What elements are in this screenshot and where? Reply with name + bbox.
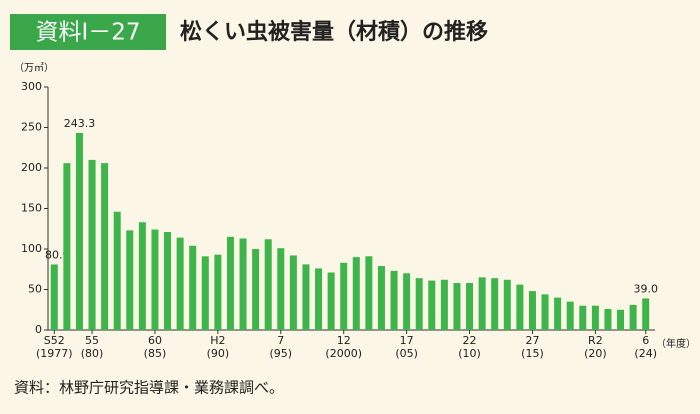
x-tick-label: R2 [588, 334, 603, 347]
bar [491, 278, 499, 330]
bar [226, 236, 234, 330]
x-tick-sublabel: (80) [81, 347, 104, 360]
bar [340, 262, 348, 330]
y-tick-label: 200 [21, 161, 42, 174]
bar [151, 229, 159, 330]
bar [277, 248, 285, 330]
y-tick-label: 0 [35, 323, 42, 336]
x-tick-sublabel: (1977) [36, 347, 73, 360]
bar [138, 222, 146, 330]
label-box [10, 14, 166, 50]
bar [579, 305, 587, 330]
x-tick-sublabel: (05) [395, 347, 418, 360]
bar [239, 238, 247, 330]
x-tick-sublabel: (90) [207, 347, 230, 360]
source: 資料：林野庁研究指導課・業務課調べ。 [14, 379, 284, 397]
x-tick-sublabel: (2000) [325, 347, 362, 360]
bar [528, 291, 536, 330]
x-unit: （年度） [656, 337, 696, 350]
y-tick-label: 150 [21, 202, 42, 215]
y-tick-label: 250 [21, 121, 42, 134]
bar [88, 159, 96, 330]
x-tick-label: 12 [337, 334, 351, 347]
value-label: 243.3 [64, 117, 96, 130]
y-tick-label: 100 [21, 242, 42, 255]
bar [252, 249, 260, 330]
x-tick-label: H2 [210, 334, 225, 347]
bar [63, 163, 71, 330]
bar [176, 237, 184, 330]
x-tick-sublabel: (24) [634, 347, 657, 360]
bar [566, 301, 574, 330]
y-tick-label: 50 [28, 283, 42, 296]
bar [415, 278, 423, 330]
x-tick-label: 60 [148, 334, 162, 347]
bar [164, 231, 172, 330]
bar [75, 132, 83, 330]
bar [541, 294, 549, 330]
bar [201, 256, 209, 330]
x-tick-label: S52 [44, 334, 65, 347]
bar [377, 266, 385, 330]
figure-label: 資料Ⅰ－27 [35, 20, 140, 46]
x-tick-sublabel: (15) [521, 347, 544, 360]
bar [466, 283, 474, 330]
bar [302, 264, 310, 330]
x-tick-label: 55 [85, 334, 99, 347]
bar [478, 277, 486, 330]
bar [403, 273, 411, 330]
x-tick-sublabel: (85) [144, 347, 167, 360]
bar [113, 211, 121, 330]
x-tick-sublabel: (95) [269, 347, 292, 360]
bar [604, 308, 612, 330]
bar [591, 305, 599, 330]
bar [101, 163, 109, 330]
chart-title: 松くい虫被害量（材積）の推移 [180, 19, 488, 45]
bar [642, 298, 650, 330]
bar [327, 272, 335, 330]
bar [617, 309, 625, 330]
bar [453, 283, 461, 330]
bar [390, 270, 398, 330]
bar [365, 256, 373, 330]
bar [503, 279, 511, 330]
x-tick-label: 17 [400, 334, 414, 347]
bar [264, 239, 272, 330]
bar [50, 264, 58, 330]
bar [315, 268, 323, 330]
x-tick-label: 22 [463, 334, 477, 347]
bar [189, 245, 197, 330]
bar [428, 280, 436, 330]
bar [214, 254, 222, 330]
x-tick-label: 6 [642, 334, 649, 347]
bar [352, 257, 360, 330]
bar [289, 255, 297, 330]
x-tick-sublabel: (20) [584, 347, 607, 360]
bar [554, 297, 562, 330]
x-tick-label: 27 [525, 334, 539, 347]
bar [440, 279, 448, 330]
value-label: 39.0 [633, 282, 658, 295]
bar [629, 304, 637, 330]
x-tick-label: 7 [277, 334, 284, 347]
bar [516, 284, 524, 330]
bar [126, 230, 134, 330]
x-tick-sublabel: (10) [458, 347, 481, 360]
y-tick-label: 300 [21, 80, 42, 93]
y-unit: （万㎥） [14, 61, 54, 74]
